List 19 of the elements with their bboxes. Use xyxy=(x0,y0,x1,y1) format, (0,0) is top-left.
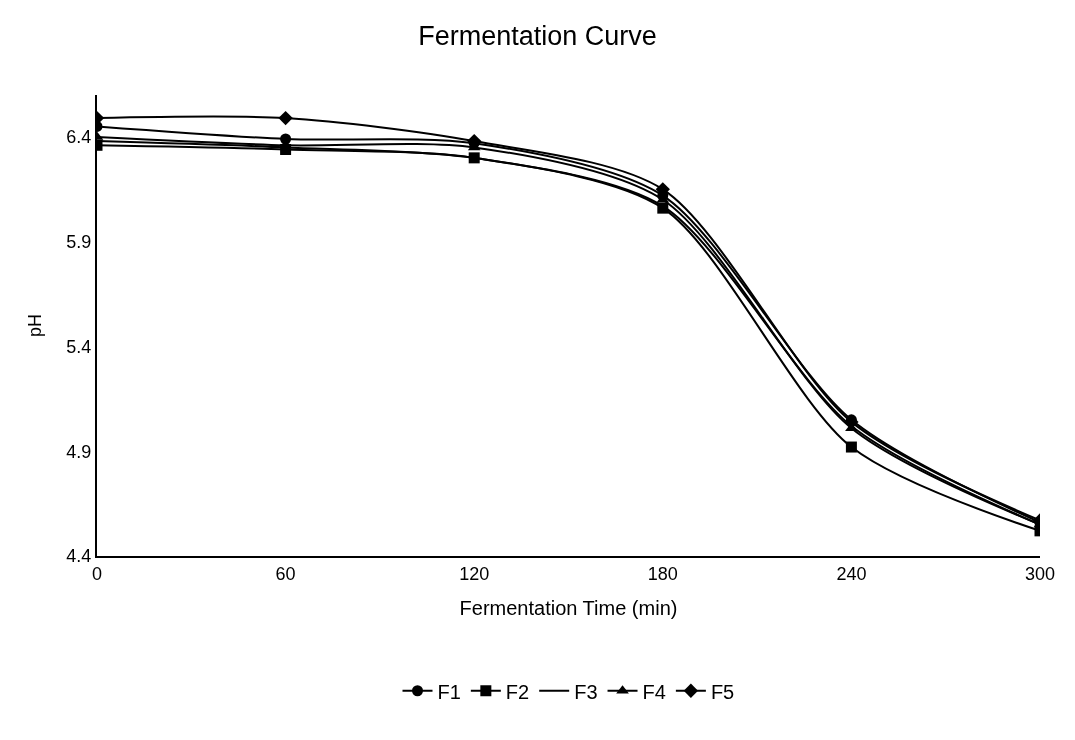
legend-label: F4 xyxy=(642,680,666,703)
legend-label: F5 xyxy=(710,680,735,703)
x-tick-label: 60 xyxy=(275,563,296,584)
x-tick-label: 240 xyxy=(836,563,867,584)
y-axis-title: pH xyxy=(25,313,46,338)
legend-label: F2 xyxy=(505,680,530,703)
legend-label: F3 xyxy=(574,680,598,703)
chart-title: Fermentation Curve xyxy=(418,20,657,51)
legend-label: F1 xyxy=(437,680,461,703)
y-tick-label: 5.4 xyxy=(66,336,92,357)
y-tick-label: 4.9 xyxy=(66,441,92,462)
x-tick-label: 300 xyxy=(1024,563,1056,584)
y-tick-label: 4.4 xyxy=(66,546,92,567)
y-tick-label: 5.9 xyxy=(66,231,92,252)
x-tick-label: 0 xyxy=(91,563,103,584)
y-tick-label: 6.4 xyxy=(66,127,92,148)
x-tick-label: 180 xyxy=(647,563,678,584)
x-tick-label: 120 xyxy=(459,563,490,584)
x-axis-title: Fermentation Time (min) xyxy=(459,596,678,619)
